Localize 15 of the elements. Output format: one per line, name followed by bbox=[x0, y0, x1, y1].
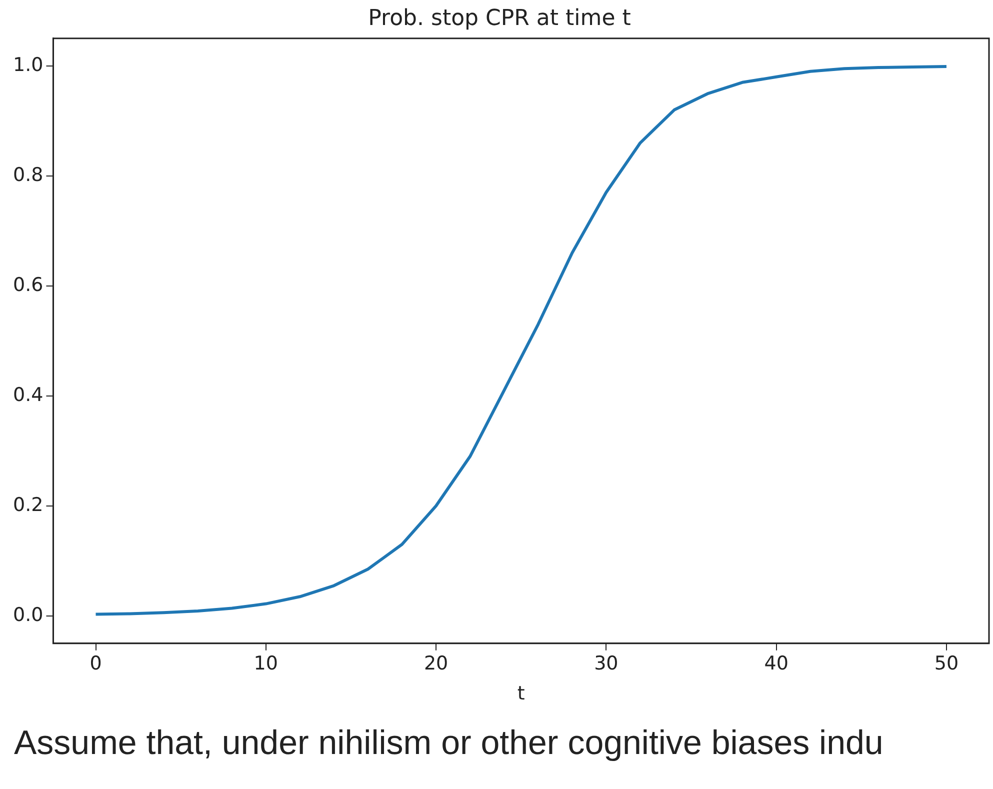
y-tick-label: 0.4 bbox=[13, 384, 44, 406]
x-tick-label: 10 bbox=[254, 652, 278, 675]
x-axis-title: t bbox=[517, 682, 525, 705]
x-tick-label: 30 bbox=[594, 652, 618, 675]
chart-title: Prob. stop CPR at time t bbox=[368, 6, 632, 31]
x-tick-label: 0 bbox=[90, 652, 102, 675]
text: Assume that, under nihilism or other cognitive biases indu bbox=[14, 724, 884, 763]
y-tick-label: 0.2 bbox=[13, 494, 44, 516]
x-tick-label: 20 bbox=[424, 652, 448, 675]
y-tick-label: 0.6 bbox=[13, 274, 44, 296]
y-tick-label: 1.0 bbox=[13, 54, 44, 76]
y-tick-label: 0.0 bbox=[13, 604, 44, 626]
x-tick-label: 50 bbox=[934, 652, 959, 675]
y-tick-label: 0.8 bbox=[13, 164, 44, 186]
x-tick-label: 40 bbox=[764, 652, 788, 675]
